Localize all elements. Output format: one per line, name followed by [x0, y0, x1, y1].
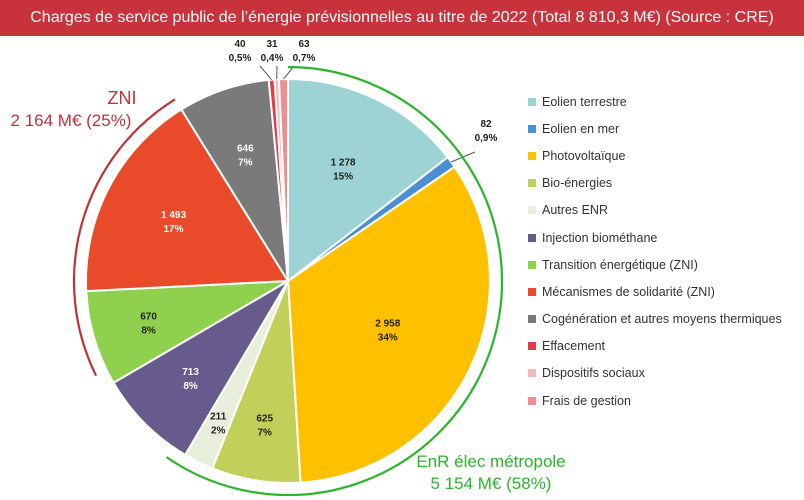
enr-group-total: 5 154 M€ (58%) [431, 474, 552, 493]
outside-labels: 82 0,9% 40 0,5% 31 0,4% 63 0,7% [229, 39, 498, 163]
legend-swatch [528, 369, 536, 378]
legend-label: Mécanismes de solidarité (ZNI) [542, 284, 715, 299]
slice-percent-label: 0,4% [261, 53, 284, 64]
slice-percent-label: 7% [238, 158, 253, 169]
legend-swatch [528, 342, 536, 351]
legend-item: Frais de gestion [528, 387, 798, 414]
pie-slice-7 [85, 108, 290, 293]
legend-label: Transition énergétique (ZNI) [542, 257, 698, 272]
slice-value-label: 2 958 [375, 319, 400, 330]
slice-percent-label: 0,7% [293, 53, 316, 64]
pie-slice-5 [112, 278, 291, 457]
legend-item: Dispositifs sociaux [528, 360, 798, 387]
legend-swatch [528, 151, 536, 160]
legend-item: Transition énergétique (ZNI) [528, 251, 798, 278]
legend-item: Bio-énergies [528, 170, 798, 197]
legend-label: Dispositifs sociaux [542, 366, 645, 381]
slice-percent-label: 8% [141, 326, 156, 337]
slice-percent-label: 17% [163, 224, 183, 235]
legend-label: Cogénération et autres moyens thermiques [542, 312, 782, 327]
pie-slice-6 [85, 280, 289, 385]
pie-slice-2 [286, 165, 491, 484]
legend-item: Mécanismes de solidarité (ZNI) [528, 278, 798, 305]
legend-swatch [528, 179, 536, 188]
legend-item: Injection biométhane [528, 224, 798, 251]
slice-value-label: 646 [237, 144, 254, 155]
legend-item: Eolien en mer [528, 115, 798, 142]
slice-percent-label: 8% [183, 381, 198, 392]
pie-slice-0 [287, 77, 450, 284]
legend-swatch [528, 396, 536, 405]
chart-title: Charges de service public de l’énergie p… [0, 0, 804, 36]
legend-swatch [528, 287, 536, 296]
slice-percent-label: 0,5% [229, 53, 252, 64]
slice-value-label: 1 493 [161, 210, 186, 221]
slice-value-label: 40 [234, 39, 246, 50]
slice-percent-label: 2% [211, 425, 226, 436]
zni-group-label: ZNI [108, 88, 137, 108]
pie-slices [85, 77, 491, 484]
legend-label: Bio-énergies [542, 176, 613, 191]
legend-swatch [528, 97, 536, 106]
legend-label: Effacement [542, 339, 606, 354]
legend-label: Autres ENR [542, 203, 608, 218]
legend-label: Injection biométhane [542, 230, 658, 245]
legend-swatch [528, 124, 536, 133]
slice-value-label: 82 [480, 119, 492, 130]
legend-item: Eolien terrestre [528, 88, 798, 115]
slice-value-label: 670 [140, 312, 157, 323]
slice-value-label: 625 [256, 414, 273, 425]
slice-labels: 1 278 15% 2 958 34% 625 7% 211 2% 713 8% 670 8% 1 49… [140, 144, 400, 439]
zni-group-total: 2 164 M€ (25%) [11, 111, 132, 130]
legend-swatch [528, 260, 536, 269]
slice-percent-label: 34% [378, 333, 398, 344]
slice-value-label: 211 [210, 411, 227, 422]
slice-percent-label: 15% [333, 172, 353, 183]
enr-group-arc [165, 65, 504, 497]
legend-swatch [528, 233, 536, 242]
leader-line [259, 65, 272, 81]
slice-value-label: 1 278 [331, 158, 356, 169]
legend-item: Cogénération et autres moyens thermiques [528, 306, 798, 333]
legend-item: Autres ENR [528, 197, 798, 224]
slice-value-label: 31 [266, 39, 278, 50]
zni-group-arc [72, 98, 176, 377]
legend-swatch [528, 315, 536, 324]
legend-swatch [528, 206, 536, 215]
slice-value-label: 63 [298, 39, 310, 50]
legend-item: Effacement [528, 333, 798, 360]
chart-legend: Eolien terrestre Eolien en mer Photovoltaï… [528, 88, 798, 414]
slice-percent-label: 7% [257, 428, 272, 439]
legend-label: Photovoltaïque [542, 148, 626, 163]
enr-group-label: EnR élec métropole [416, 452, 565, 471]
legend-label: Eolien terrestre [542, 94, 627, 109]
slice-percent-label: 0,9% [475, 133, 498, 144]
legend-label: Eolien en mer [542, 121, 620, 136]
legend-label: Frais de gestion [542, 393, 631, 408]
legend-item: Photovoltaïque [528, 142, 798, 169]
leader-line [283, 65, 295, 80]
slice-value-label: 713 [182, 367, 199, 378]
